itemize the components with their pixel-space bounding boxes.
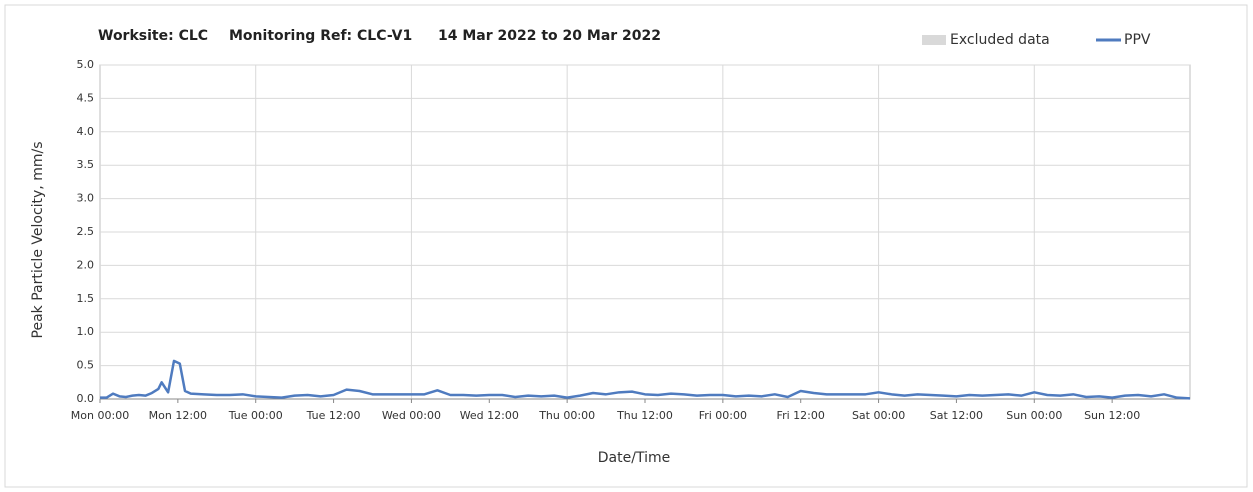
legend-label: Excluded data <box>950 32 1050 48</box>
legend-swatch <box>922 35 946 45</box>
x-tick-label: Fri 12:00 <box>777 409 825 422</box>
x-tick-label: Sat 00:00 <box>852 409 905 422</box>
y-tick-label: 3.5 <box>77 158 95 171</box>
x-tick-label: Tue 00:00 <box>228 409 283 422</box>
x-tick-label: Thu 12:00 <box>616 409 673 422</box>
x-tick-label: Wed 12:00 <box>460 409 519 422</box>
x-tick-label: Sat 12:00 <box>930 409 983 422</box>
y-tick-label: 1.5 <box>77 292 95 305</box>
y-tick-label: 1.0 <box>77 325 95 338</box>
chart-title: Worksite: CLC <box>98 28 208 44</box>
x-tick-label: Sun 12:00 <box>1084 409 1140 422</box>
y-tick-label: 2.5 <box>77 225 95 238</box>
x-tick-label: Mon 00:00 <box>71 409 129 422</box>
legend-label: PPV <box>1124 32 1151 48</box>
chart-title: Monitoring Ref: CLC-V1 <box>229 28 412 44</box>
x-tick-label: Tue 12:00 <box>306 409 361 422</box>
y-tick-label: 4.5 <box>77 91 95 104</box>
x-axis-label: Date/Time <box>598 450 670 466</box>
x-tick-label: Mon 12:00 <box>149 409 207 422</box>
y-tick-label: 4.0 <box>77 125 95 138</box>
x-tick-label: Fri 00:00 <box>699 409 747 422</box>
x-tick-label: Wed 00:00 <box>382 409 441 422</box>
y-tick-label: 5.0 <box>77 58 95 71</box>
chart-title: 14 Mar 2022 to 20 Mar 2022 <box>438 28 661 44</box>
chart-frame <box>4 4 1248 488</box>
y-axis-label: Peak Particle Velocity, mm/s <box>30 142 46 339</box>
y-tick-label: 0.0 <box>77 392 95 405</box>
x-tick-label: Thu 00:00 <box>538 409 595 422</box>
data-line <box>100 359 1191 400</box>
y-tick-label: 3.0 <box>77 192 95 205</box>
y-tick-label: 2.0 <box>77 258 95 271</box>
x-tick-label: Sun 00:00 <box>1006 409 1062 422</box>
y-tick-label: 0.5 <box>77 359 95 372</box>
